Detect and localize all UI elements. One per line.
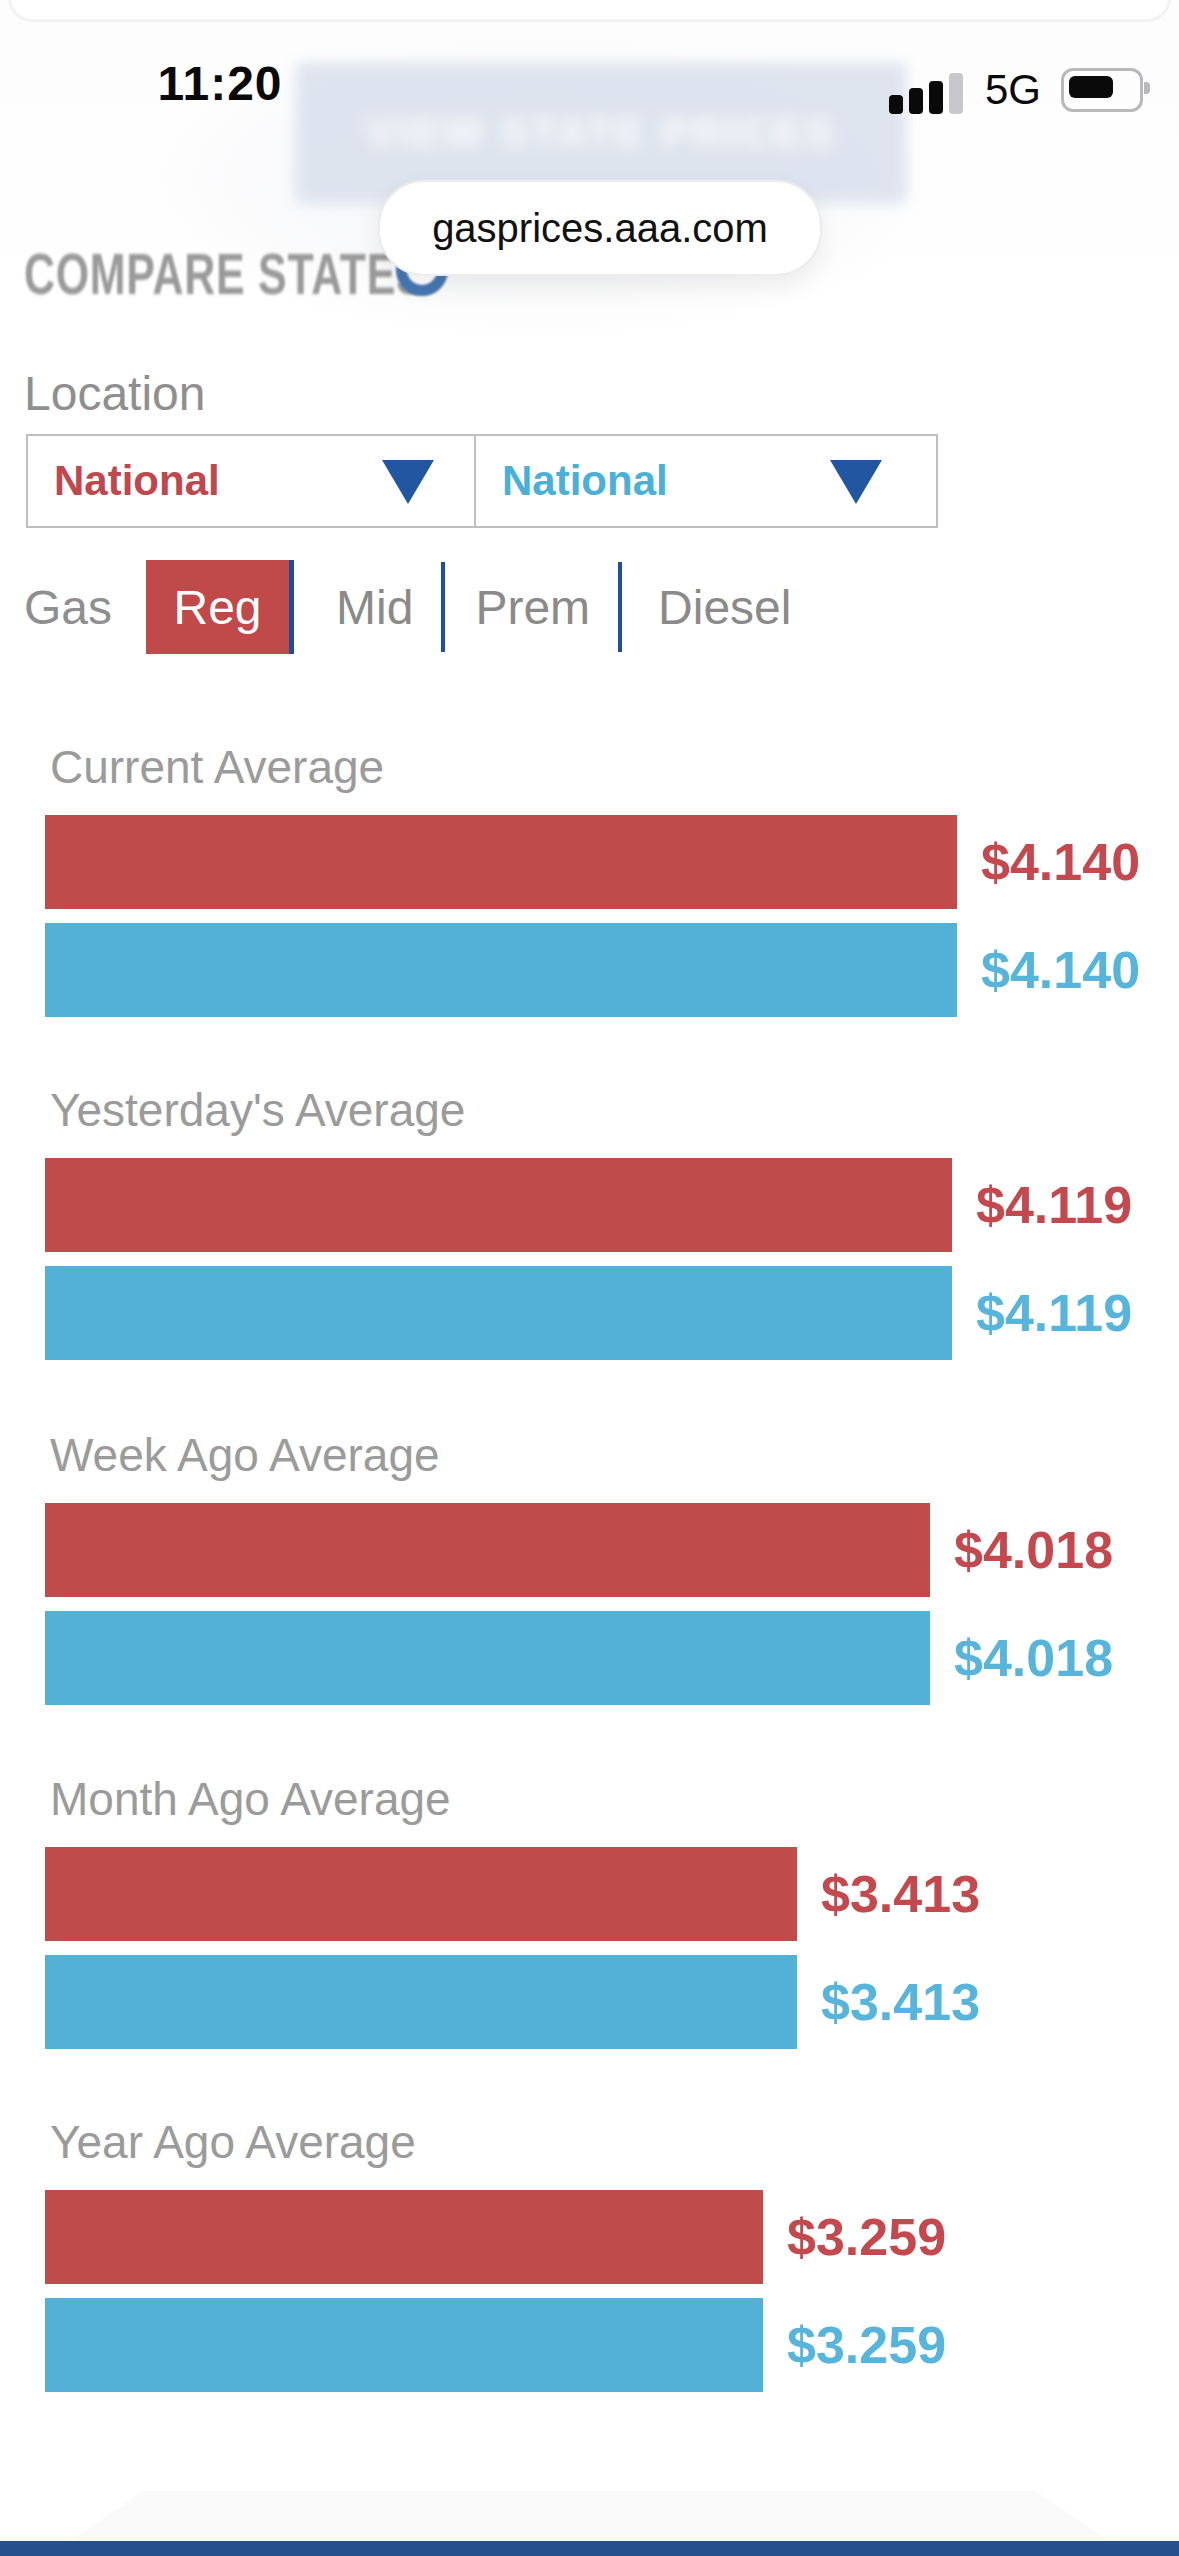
price-bar (45, 1847, 797, 1941)
chart-section-title: Yesterday's Average (50, 1083, 465, 1137)
chart-section-title: Month Ago Average (50, 1772, 451, 1826)
fuel-grade-tabs: Gas Reg Mid Prem Diesel (24, 560, 791, 654)
status-bar: VIEW STATE PRICES 11:20 5G (0, 56, 1179, 120)
location-section-label: Location (24, 366, 205, 421)
blurred-sheet-top-edge (8, 0, 1171, 22)
price-bar-value-label: $4.119 (976, 1175, 1132, 1235)
location-dropdown-1-value: National (54, 457, 220, 505)
location-dropdown-2-value: National (502, 457, 668, 505)
price-bar-value-label: $3.413 (821, 1864, 980, 1924)
chevron-down-icon (382, 460, 434, 504)
price-bar (45, 1158, 952, 1252)
tab-diesel[interactable]: Diesel (658, 580, 791, 635)
price-bar (45, 1955, 797, 2049)
price-bar (45, 1611, 930, 1705)
location-dropdown-2[interactable]: National (476, 436, 922, 526)
price-bar (45, 923, 957, 1017)
price-bar (45, 815, 957, 909)
price-bar (45, 2298, 763, 2392)
price-bar (45, 1503, 930, 1597)
price-bar (45, 1266, 952, 1360)
network-type-label: 5G (985, 66, 1041, 114)
price-bar-value-label: $4.018 (954, 1520, 1113, 1580)
footer-accent-bar (0, 2541, 1179, 2556)
price-bar-value-label: $3.259 (787, 2207, 946, 2267)
blurred-footer-shape (70, 2491, 1109, 2541)
chevron-down-icon (830, 460, 882, 504)
mobile-browser-screen: VIEW STATE PRICES 11:20 5G COMPARE STATE… (0, 0, 1179, 2556)
price-bar-value-label: $3.259 (787, 2315, 946, 2375)
price-bar-value-label: $4.140 (981, 940, 1140, 1000)
price-bar-value-label: $4.140 (981, 832, 1140, 892)
clock-time: 11:20 (150, 56, 290, 111)
price-bar-value-label: $4.018 (954, 1628, 1113, 1688)
address-url-text: gasprices.aaa.com (432, 206, 768, 251)
chart-section-title: Current Average (50, 740, 384, 794)
tab-mid[interactable]: Mid (336, 580, 413, 635)
chart-section-title: Week Ago Average (50, 1428, 440, 1482)
tab-prem[interactable]: Prem (475, 580, 590, 635)
price-bar-value-label: $3.413 (821, 1972, 980, 2032)
battery-icon (1061, 68, 1143, 112)
chart-section-title: Year Ago Average (50, 2115, 416, 2169)
price-bar (45, 2190, 763, 2284)
tab-reg-selected[interactable]: Reg (146, 560, 294, 654)
price-bar-value-label: $4.119 (976, 1283, 1132, 1343)
tab-divider (618, 562, 622, 652)
cellular-signal-icon (883, 73, 963, 114)
location-dropdown-1[interactable]: National (28, 436, 476, 526)
browser-address-pill[interactable]: gasprices.aaa.com (378, 180, 822, 276)
location-selectors: National National (26, 434, 938, 528)
tab-divider (441, 562, 445, 652)
page-title: COMPARE STATES (24, 240, 425, 307)
gas-label: Gas (24, 580, 112, 635)
view-state-prices-label: VIEW STATE PRICES (366, 109, 835, 157)
